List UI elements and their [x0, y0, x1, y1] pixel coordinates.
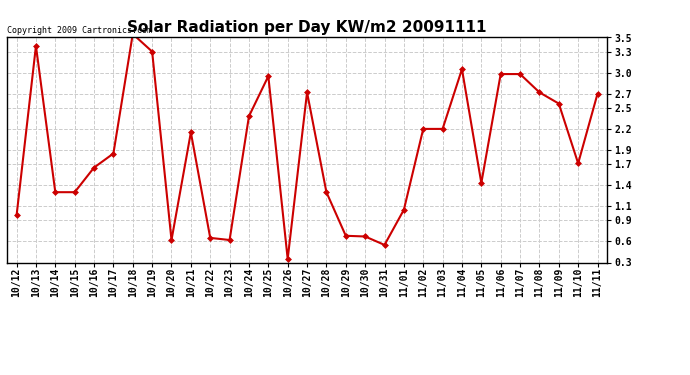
- Title: Solar Radiation per Day KW/m2 20091111: Solar Radiation per Day KW/m2 20091111: [127, 20, 487, 35]
- Text: Copyright 2009 Cartronics.com: Copyright 2009 Cartronics.com: [7, 26, 152, 35]
